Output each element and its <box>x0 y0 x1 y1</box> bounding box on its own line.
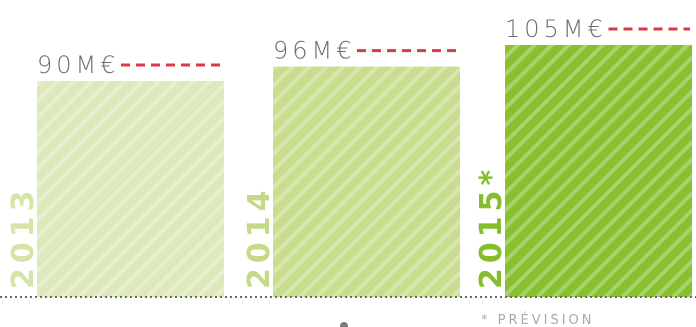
bar-value-label: 105M€ <box>505 15 607 43</box>
bar-hatch <box>37 81 224 297</box>
year-label: 2013 <box>6 186 41 290</box>
bar-group-2013: 90M€ 2013 <box>6 51 225 297</box>
footnote-label: * PRÉVISION <box>481 312 595 327</box>
decorative-dot <box>340 322 348 327</box>
bar-group-2015: 105M€ 2015* <box>474 15 692 297</box>
bar-value-label: 96M€ <box>273 37 356 65</box>
bar-group-2014: 96M€ 2014 <box>242 37 460 297</box>
year-label: 2014 <box>242 186 277 290</box>
bar-hatch <box>505 45 692 297</box>
bar-value-label: 90M€ <box>37 51 120 79</box>
bars-layer: 90M€ 2013 96M€ 2014 105M€ 2015* <box>6 15 692 297</box>
bar-hatch <box>273 66 460 297</box>
year-label: 2015* <box>474 165 509 289</box>
